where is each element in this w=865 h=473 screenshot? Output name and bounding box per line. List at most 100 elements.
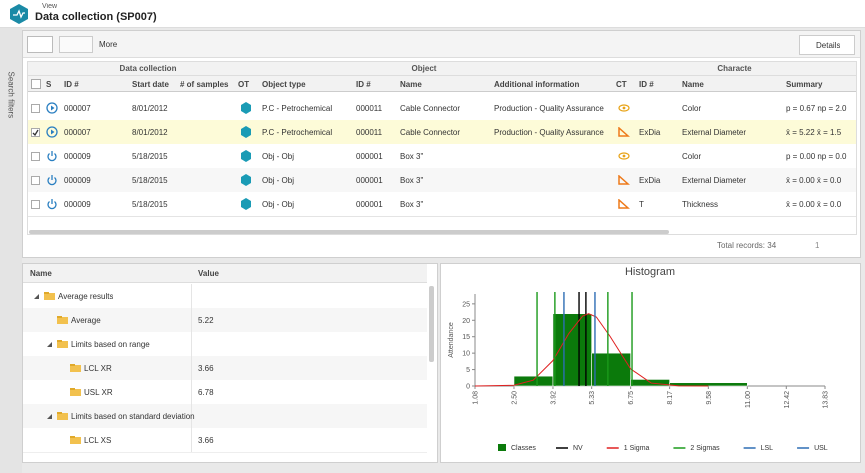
v-scrollbar[interactable] [429, 286, 434, 362]
folder-icon-shape [57, 316, 62, 318]
tree-value: 3.66 [198, 436, 214, 445]
cell-name: Cable Connector [400, 128, 461, 137]
details-button[interactable] [799, 35, 855, 55]
tree-row[interactable]: LCL XS 3.66 [23, 428, 427, 453]
tree-row[interactable]: Limits based on standard deviation [23, 404, 427, 429]
object-type-icon-shape [241, 126, 251, 138]
view-button[interactable] [27, 36, 53, 53]
folder-icon [57, 340, 68, 348]
tree-row[interactable]: Limits based on range [23, 332, 427, 357]
tree-column-header: Name [30, 269, 52, 278]
cell-ctid: ExDia [639, 128, 661, 137]
status-icon-shape [47, 151, 57, 162]
table-row[interactable]: 000007 8/01/2012 P.C - Petrochemical 000011… [28, 96, 856, 121]
status-icon-shape [47, 176, 57, 186]
tree-name: USL XR [84, 388, 113, 397]
object-type-icon [240, 198, 252, 210]
folder-icon [57, 412, 68, 420]
tree-name: Average [71, 316, 101, 325]
folder-icon-shape [57, 412, 62, 414]
tree-row[interactable]: Average results [23, 284, 427, 309]
legend-label: USL [814, 445, 828, 452]
cell-id: 000009 [64, 152, 91, 161]
x-tick-label: 8.17 [667, 391, 674, 405]
cell-ctname: Color [682, 104, 702, 113]
group-header: Data collection [119, 64, 177, 73]
tree-row[interactable]: LCL XR 3.66 [23, 356, 427, 381]
characteristic-type-icon-shape [618, 152, 630, 160]
y-tick-label: 10 [462, 351, 470, 358]
table-row[interactable]: 000009 5/18/2015 Obj - Obj 000001 Box 3" Colo… [28, 144, 856, 169]
tree-value: 6.78 [198, 388, 214, 397]
cell-summary: p = 0.67 np = 2.0 [786, 104, 847, 113]
status-icon [46, 174, 58, 186]
tree-row[interactable]: Average 5.22 [23, 308, 427, 333]
cell-objtype: Obj - Obj [262, 152, 295, 161]
characteristic-type-icon [618, 175, 630, 185]
folder-icon-shape [44, 293, 55, 300]
folder-icon-shape [70, 437, 81, 444]
cell-info: Production - Quality Assurance [494, 128, 604, 137]
details-label[interactable]: Details [816, 41, 841, 50]
x-tick-label: 9.58 [706, 391, 713, 405]
folder-icon [70, 364, 81, 372]
legend-label: 1 Sigma [624, 445, 650, 452]
folder-icon-shape [57, 413, 68, 420]
expand-arrow-shape [34, 294, 39, 299]
object-type-icon-shape [241, 174, 251, 186]
row-checkbox [31, 176, 40, 185]
legend-label: 2 Sigmas [690, 445, 720, 452]
folder-icon-shape [70, 388, 75, 390]
table-row[interactable]: 000009 5/18/2015 Obj - Obj 000001 Box 3" T Thi… [28, 192, 856, 217]
expand-arrow-shape [47, 414, 52, 419]
cell-info: Production - Quality Assurance [494, 104, 604, 113]
cell-start: 5/18/2015 [132, 200, 168, 209]
print-button[interactable] [59, 36, 93, 53]
cell-summary: x̄ = 0.00 x̄ = 0.0 [786, 176, 842, 185]
table-row[interactable]: 000009 5/18/2015 Obj - Obj 000001 Box 3" ExDi… [28, 168, 856, 193]
column-header: CT [616, 80, 627, 89]
cell-id: 000007 [64, 104, 91, 113]
cell-summary: x̄ = 0.00 x̄ = 0.0 [786, 200, 842, 209]
cell-id: 000007 [64, 128, 91, 137]
cell-id: 000009 [64, 200, 91, 209]
folder-icon-shape [70, 388, 81, 396]
characteristic-type-icon [618, 127, 630, 137]
more-button[interactable]: More [99, 40, 118, 49]
value-column-divider [191, 284, 192, 308]
header: View Data collection (SP007) [0, 0, 865, 28]
cell-start: 8/01/2012 [132, 128, 168, 137]
page-number[interactable]: 1 [815, 241, 820, 250]
status-icon-shape [46, 126, 58, 138]
x-tick-label: 3.92 [550, 391, 557, 405]
cell-start: 5/18/2015 [132, 152, 168, 161]
row-checkbox [31, 104, 40, 113]
object-type-icon-shape [241, 102, 251, 114]
sidebar-label[interactable]: Search filters [6, 71, 16, 119]
object-type-icon-shape [241, 150, 251, 162]
tree-row[interactable]: USL XR 6.78 [23, 380, 427, 405]
status-icon-shape [51, 105, 55, 111]
characteristic-type-icon [618, 199, 630, 209]
chart: Histogram Attendance 0 5 10 15 20 25 1.08 2.50 3… [448, 266, 830, 452]
cell-ctid: ExDia [639, 176, 661, 185]
cell-objtype: Obj - Obj [262, 200, 295, 209]
status-icon [46, 102, 58, 114]
cell-objid: 000011 [356, 128, 383, 137]
row-checkbox-shape [32, 129, 39, 136]
cell-ctname: Color [682, 152, 702, 161]
column-header: Start date [132, 80, 169, 89]
folder-icon-shape [70, 436, 75, 438]
legend-label: Classes [511, 445, 536, 452]
folder-icon [57, 316, 68, 324]
y-tick-label: 15 [462, 334, 470, 341]
table-row[interactable]: 000007 8/01/2012 P.C - Petrochemical 000011… [28, 120, 856, 145]
sidebar[interactable]: Search filters [0, 28, 22, 473]
row-checkbox [31, 200, 40, 209]
object-type-icon-shape [241, 126, 251, 138]
status-icon-shape [47, 199, 57, 210]
cell-objtype: Obj - Obj [262, 176, 295, 185]
h-scrollbar[interactable] [29, 230, 669, 234]
app-icon [10, 4, 28, 24]
cell-objtype: P.C - Petrochemical [262, 128, 333, 137]
